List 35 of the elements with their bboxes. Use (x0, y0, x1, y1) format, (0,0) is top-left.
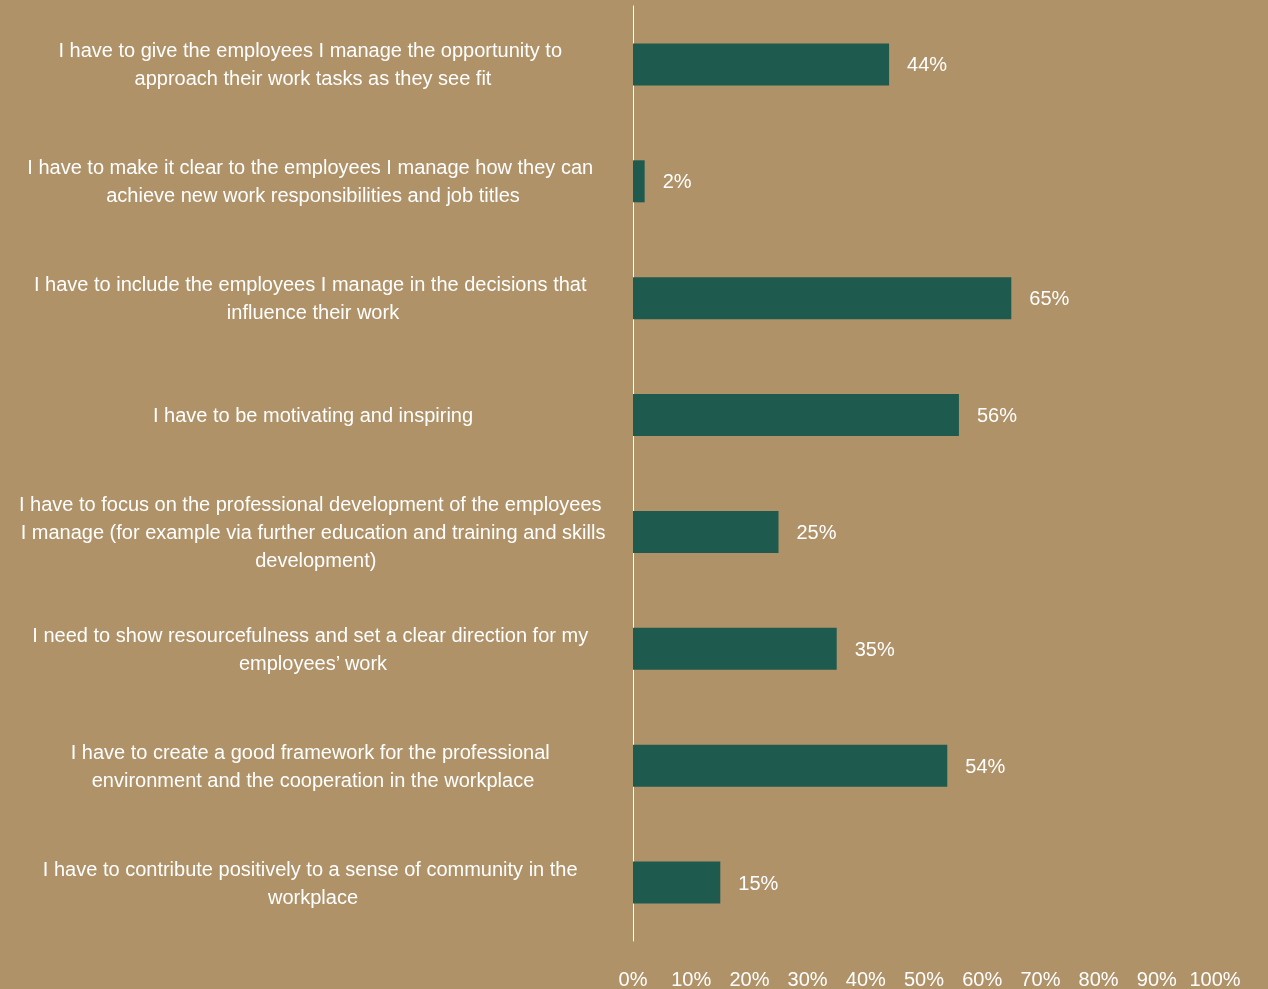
x-tick-label: 10% (671, 968, 712, 989)
data-label: 54% (965, 754, 1006, 777)
x-tick-label: 40% (845, 968, 887, 989)
data-label: 65% (1029, 287, 1070, 310)
data-label: 56% (976, 404, 1018, 427)
x-tick-label: 0% (618, 968, 648, 989)
data-label: 35% (854, 637, 895, 660)
bar (633, 861, 721, 904)
y-tick-label: I have to create a good framework for the professional environment and the cooperation in the workplace (70, 740, 556, 791)
x-tick-label: 60% (962, 968, 1003, 989)
x-tick-label: 30% (787, 968, 828, 989)
y-tick-label: I have to make it clear to the employees I manage how they can achieve new work responsibilities and job titles (27, 156, 599, 207)
data-label: 25% (796, 520, 837, 543)
x-tick-label: 50% (903, 968, 945, 989)
x-tick-label: 90% (1136, 968, 1178, 989)
y-tick-label: I have to include the employees I manage in the decisions that influence their work (33, 273, 593, 324)
data-label: 15% (738, 871, 779, 894)
data-label: 44% (907, 53, 948, 76)
bar (633, 277, 1012, 320)
y-tick-label: I have to focus on the professional development of the employees I manage (for example via further education and training and skills development) (18, 492, 608, 571)
x-tick-label: 80% (1078, 968, 1119, 989)
data-label: 2% (662, 170, 692, 193)
bar (633, 744, 948, 787)
bar (633, 43, 890, 86)
y-tick-label: I have to give the employees I manage the opportunity to approach their work tasks as they see fit (58, 39, 568, 90)
y-tick-label: I have to contribute positively to a sense of community in the workplace (42, 857, 584, 908)
x-tick-label: 100% (1189, 968, 1241, 989)
x-tick-label: 20% (729, 968, 770, 989)
y-tick-label: I need to show resourcefulness and set a clear direction for my employees’ work (32, 623, 594, 674)
y-tick-label: I have to be motivating and inspiring (152, 404, 474, 427)
x-tick-label: 70% (1020, 968, 1061, 989)
bar (633, 627, 837, 670)
bar (633, 160, 645, 203)
bar (633, 394, 959, 437)
bar (633, 510, 779, 553)
